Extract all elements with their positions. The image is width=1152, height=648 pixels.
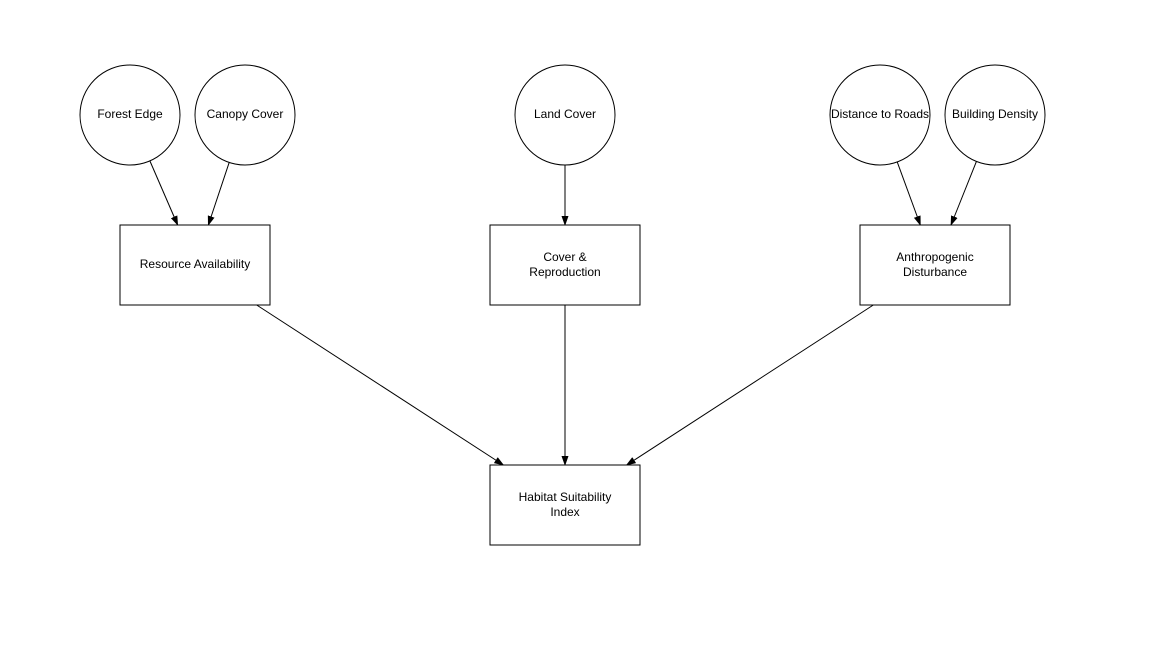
- node-building_density: Building Density: [945, 65, 1045, 165]
- node-label: Resource Availability: [140, 257, 251, 271]
- nodes-layer: Forest Edge Canopy Cover Land Cover Distanc…: [80, 65, 1045, 545]
- node-label: Forest Edge: [97, 107, 163, 121]
- node-forest_edge: Forest Edge: [80, 65, 180, 165]
- node-label: Land Cover: [534, 107, 596, 121]
- node-label-line1: Anthropogenic: [896, 250, 973, 264]
- edge-building_density-to-anthro_disturb: [951, 161, 976, 225]
- node-label: Building Density: [952, 107, 1038, 121]
- node-label: Canopy Cover: [207, 107, 284, 121]
- node-label-line1: Habitat Suitability: [519, 490, 612, 504]
- edge-resource_avail-to-hsi: [257, 305, 504, 465]
- node-resource_avail: Resource Availability: [120, 225, 270, 305]
- node-label-line2: Reproduction: [529, 265, 600, 279]
- edge-forest_edge-to-resource_avail: [150, 161, 178, 225]
- edges-layer: [150, 161, 977, 465]
- node-land_cover: Land Cover: [515, 65, 615, 165]
- node-label: Distance to Roads: [831, 107, 929, 121]
- diagram-canvas: Forest Edge Canopy Cover Land Cover Distanc…: [0, 0, 1152, 648]
- edge-distance_roads-to-anthro_disturb: [897, 162, 920, 225]
- edge-canopy_cover-to-resource_avail: [208, 162, 229, 225]
- node-label-line1: Cover &: [543, 250, 586, 264]
- node-label-line2: Disturbance: [903, 265, 967, 279]
- node-canopy_cover: Canopy Cover: [195, 65, 295, 165]
- node-distance_roads: Distance to Roads: [830, 65, 930, 165]
- edge-anthro_disturb-to-hsi: [627, 305, 874, 465]
- node-cover_repro: Cover &Reproduction: [490, 225, 640, 305]
- node-hsi: Habitat SuitabilityIndex: [490, 465, 640, 545]
- node-label-line2: Index: [550, 505, 579, 519]
- node-anthro_disturb: AnthropogenicDisturbance: [860, 225, 1010, 305]
